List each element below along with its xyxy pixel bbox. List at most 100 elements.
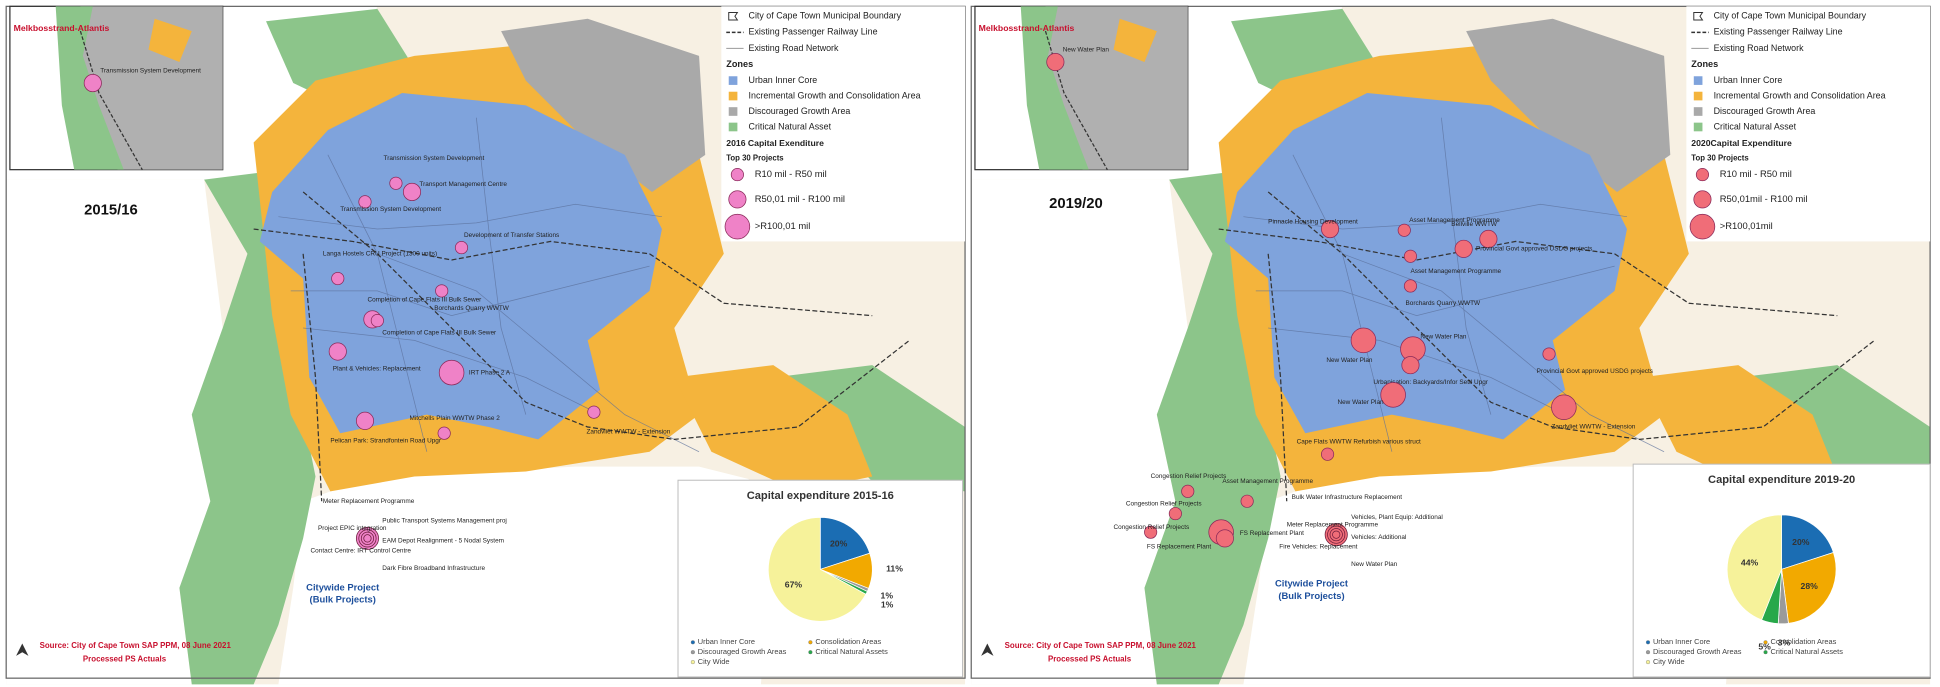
project-marker [1321, 447, 1335, 461]
project-marker [1144, 525, 1158, 539]
legend-label: R10 mil - R50 mil [1720, 168, 1792, 179]
panel-border [970, 5, 1931, 679]
size-symbol [1689, 213, 1716, 240]
zone-swatch [1693, 122, 1703, 132]
project-label: Asset Management Programme [1410, 268, 1501, 275]
project-label: Meter Replacement Programme [1287, 521, 1379, 528]
pie-legend-dot [808, 640, 813, 645]
pie-legend-dot [690, 660, 695, 665]
legend-subheading: Top 30 Projects [726, 154, 784, 163]
project-label: Zandvliet WWTW - Extension [586, 429, 670, 436]
project-label: Development of Transfer Stations [464, 232, 559, 239]
project-label: Contact Centre: IRT Control Centre [311, 547, 412, 554]
legend-label: Critical Natural Asset [1714, 121, 1797, 131]
project-label: Mitchells Plain WWTW Phase 2 [410, 415, 501, 422]
zone-swatch [1693, 107, 1703, 116]
pie-value-label: 11% [886, 564, 903, 574]
legend-heading: Zones [1691, 59, 1718, 69]
project-marker [1181, 484, 1195, 498]
project-label: Borchards Quarry WWTW [434, 305, 510, 312]
source-note: Source: City of Cape Town SAP PPM, 08 Ju… [1005, 641, 1197, 650]
project-marker [1380, 382, 1406, 408]
legend-label: Existing Passenger Railway Line [1714, 27, 1843, 37]
project-marker [1350, 327, 1377, 354]
pie-value-label: 44% [1741, 557, 1759, 567]
project-label: Transmission System Development [384, 155, 485, 162]
pie-title: Capital expenditure 2019-20 [1708, 474, 1855, 486]
project-label: Zandvliet WWTW - Extension [1552, 424, 1636, 431]
inset-title: Melkbosstrand-Atlantis [979, 23, 1075, 33]
legend-label: City of Cape Town Municipal Boundary [1714, 11, 1867, 21]
project-label: Congestion Relief Projects [1114, 524, 1190, 531]
project-label: Dark Fibre Broadband Infrastructure [382, 565, 485, 572]
inset-map: Melkbosstrand-Atlantis New Water Plan [974, 5, 1189, 171]
year-label: 2019/20 [1049, 196, 1103, 212]
inset-orange [148, 18, 192, 63]
legend-label: >R100,01 mil [755, 220, 811, 231]
legend-heading: 2020Capital Expenditure [1691, 138, 1792, 148]
panel-border [5, 5, 966, 679]
pie-title: Capital expenditure 2015-16 [747, 490, 894, 502]
zone-swatch [728, 122, 738, 132]
pie-legend-dot [690, 640, 695, 645]
inset-land [74, 6, 223, 170]
zone-swatch [728, 107, 738, 116]
legend-label: Critical Natural Asset [749, 121, 832, 131]
inset-rail [1044, 30, 1108, 170]
project-label: Urbanisation: Backyards/Infor Settl Upgr [1373, 379, 1488, 386]
project-marker [1215, 529, 1234, 548]
project-marker [1397, 223, 1411, 237]
boundary-icon [728, 12, 739, 21]
pie-slice [819, 516, 871, 570]
source-note: Processed PS Actuals [83, 655, 167, 664]
inset-orange [1113, 18, 1157, 63]
project-marker [435, 284, 449, 298]
citywide-subtitle: (Bulk Projects) [1278, 590, 1344, 601]
legend-label: R10 mil - R50 mil [755, 168, 827, 179]
project-label: Congestion Relief Projects [1126, 500, 1202, 507]
pie-legend-dot [1645, 640, 1651, 645]
zone-swatch [1693, 76, 1703, 85]
project-marker [1542, 347, 1556, 361]
project-marker [1168, 507, 1182, 521]
legend-label: City of Cape Town Municipal Boundary [749, 11, 902, 21]
legend-label: Existing Passenger Railway Line [749, 27, 878, 37]
north-arrow [981, 643, 994, 656]
project-label: Fire Vehicles: Replacement [1279, 544, 1357, 551]
pie-slice [1726, 514, 1783, 621]
map-panel: City of Cape Town Municipal Boundary Exis… [5, 5, 966, 685]
project-label: New Water Plan [1351, 561, 1398, 568]
legend-label: Existing Road Network [1714, 43, 1804, 53]
project-label: Transmission System Development [100, 67, 201, 74]
source-note: Processed PS Actuals [1048, 655, 1132, 664]
project-label: Provincial Govt approved USDG projects [1476, 246, 1592, 253]
project-label: Transport Management Centre [419, 181, 507, 188]
map-panel: City of Cape Town Municipal Boundary Exis… [970, 5, 1931, 685]
legend-label: Incremental Growth and Consolidation Are… [749, 90, 921, 100]
pie-legend-label: Consolidation Areas [1770, 637, 1836, 646]
inset-map: Melkbosstrand-Atlantis Transmission Syste… [9, 5, 224, 171]
legend-box [721, 6, 966, 242]
pie-legend-label: Critical Natural Assets [815, 647, 888, 656]
project-marker [1401, 356, 1420, 375]
project-marker [1321, 220, 1340, 239]
project-label: Asset Management Programme [1409, 217, 1500, 224]
project-marker [355, 411, 375, 430]
project-label: Transmission System Development [340, 206, 441, 213]
project-label: EAM Depot Realignment - 5 Nodal System [382, 538, 504, 545]
legend-label: Discouraged Growth Area [1714, 106, 1816, 116]
project-label: New Water Plan [1420, 333, 1467, 340]
legend-box [1686, 6, 1931, 242]
project-label: Public Transport Systems Management proj [382, 518, 507, 525]
project-marker [454, 241, 469, 255]
project-label: New Water Plan [1326, 357, 1373, 364]
project-label: Pinnacle Housing Development [1268, 218, 1358, 225]
project-label: Vehicles, Plant Equip: Additional [1351, 514, 1443, 521]
pie-value-label: 1% [881, 591, 894, 601]
project-label: FS Replacement Plant [1147, 544, 1211, 551]
project-marker [370, 314, 384, 328]
project-marker [437, 426, 451, 440]
size-symbol [728, 190, 747, 209]
project-marker [1403, 249, 1418, 263]
pie-legend-label: City Wide [698, 657, 730, 666]
